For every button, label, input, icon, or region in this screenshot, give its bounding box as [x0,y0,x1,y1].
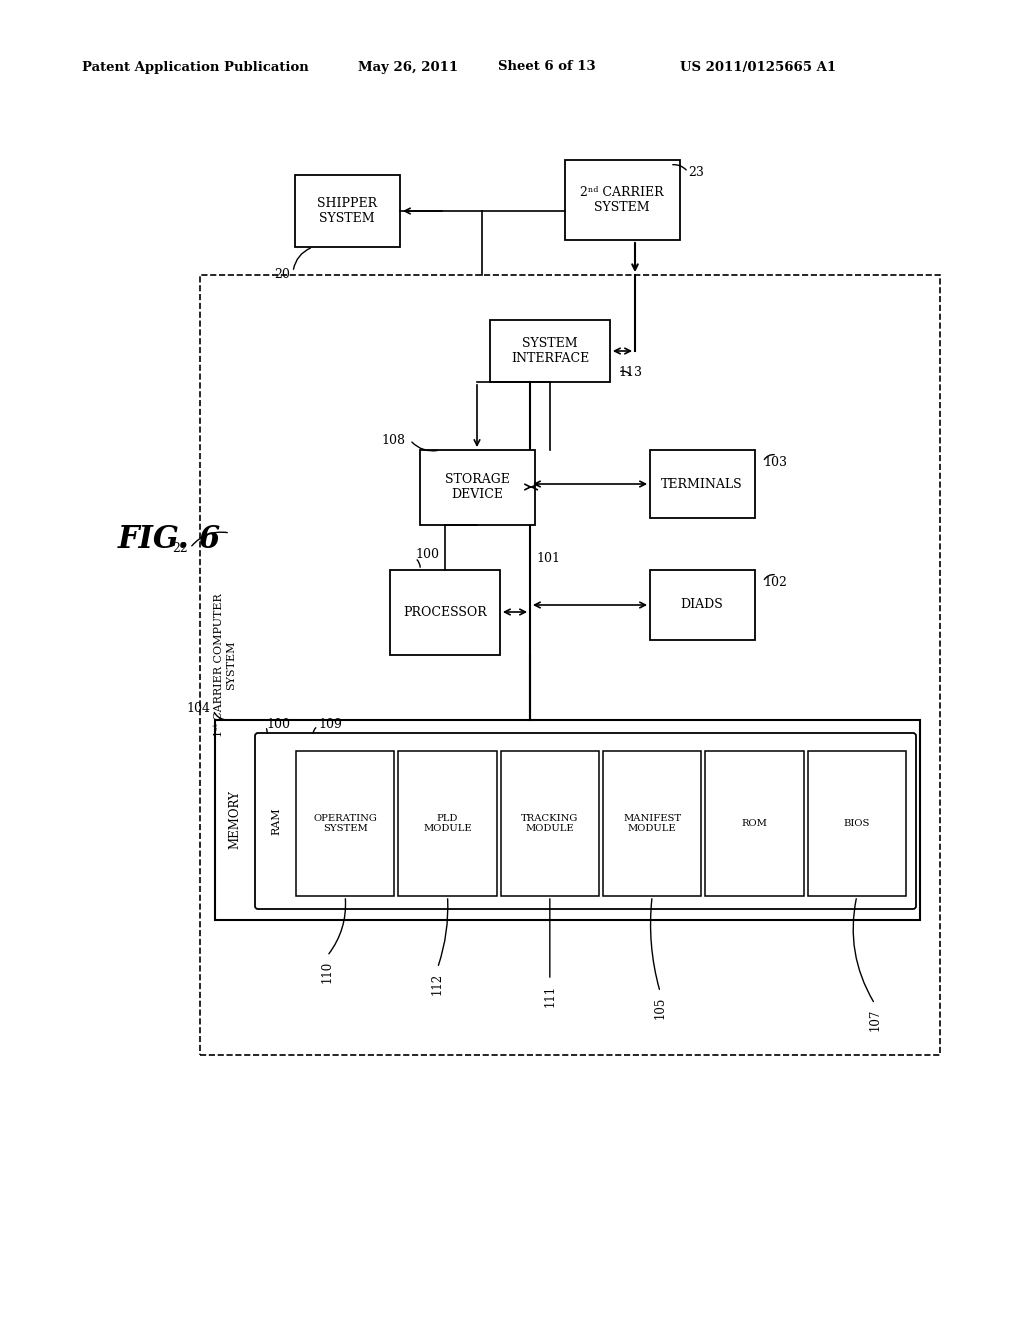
Text: 107: 107 [868,1008,882,1031]
Bar [200,275,940,1055]
Text: SHIPPER
SYSTEM: SHIPPER SYSTEM [317,197,377,224]
Text: 104: 104 [186,701,210,714]
Text: 111: 111 [544,985,556,1007]
Text: 108: 108 [381,433,406,446]
Bar [706,751,804,896]
Bar [390,570,500,655]
Text: Sheet 6 of 13: Sheet 6 of 13 [498,61,596,74]
Bar [398,751,497,896]
Text: 113: 113 [618,366,642,379]
Text: PROCESSOR: PROCESSOR [403,606,486,619]
Text: ROM: ROM [741,818,767,828]
Text: FIG. 6: FIG. 6 [118,524,221,556]
Bar [565,160,680,240]
Text: 1ˢᵗ CARRIER COMPUTER
SYSTEM: 1ˢᵗ CARRIER COMPUTER SYSTEM [214,593,236,737]
Text: 105: 105 [653,997,667,1019]
Bar [420,450,535,525]
Bar [490,319,610,381]
Text: 103: 103 [763,455,787,469]
Text: PLD
MODULE: PLD MODULE [423,814,472,833]
Bar [215,719,920,920]
Text: STORAGE
DEVICE: STORAGE DEVICE [444,473,509,502]
Text: 100: 100 [415,549,439,561]
Text: Patent Application Publication: Patent Application Publication [82,61,309,74]
Text: US 2011/0125665 A1: US 2011/0125665 A1 [680,61,837,74]
Text: 110: 110 [321,961,334,983]
Text: RAM: RAM [271,808,281,834]
Bar [650,570,755,640]
Text: 102: 102 [763,576,786,589]
Bar [296,751,394,896]
Text: 101: 101 [536,552,560,565]
Text: BIOS: BIOS [844,818,870,828]
Bar [650,450,755,517]
Text: OPERATING
SYSTEM: OPERATING SYSTEM [313,814,377,833]
Text: May 26, 2011: May 26, 2011 [358,61,458,74]
Text: MANIFEST
MODULE: MANIFEST MODULE [624,814,681,833]
Text: 23: 23 [688,165,703,178]
Text: 112: 112 [431,973,444,995]
Bar [501,751,599,896]
Text: TRACKING
MODULE: TRACKING MODULE [521,814,579,833]
Text: DIADS: DIADS [681,598,723,611]
Text: 2ⁿᵈ CARRIER
SYSTEM: 2ⁿᵈ CARRIER SYSTEM [581,186,664,214]
Text: 22: 22 [172,541,188,554]
Bar [603,751,701,896]
Text: 20: 20 [274,268,290,281]
Text: MEMORY: MEMORY [228,791,242,850]
FancyBboxPatch shape [255,733,916,909]
Bar [295,176,400,247]
Text: 109: 109 [318,718,342,730]
Text: SYSTEM
INTERFACE: SYSTEM INTERFACE [511,337,589,366]
Text: 100: 100 [266,718,290,730]
Text: TERMINALS: TERMINALS [662,478,742,491]
Bar [808,751,906,896]
